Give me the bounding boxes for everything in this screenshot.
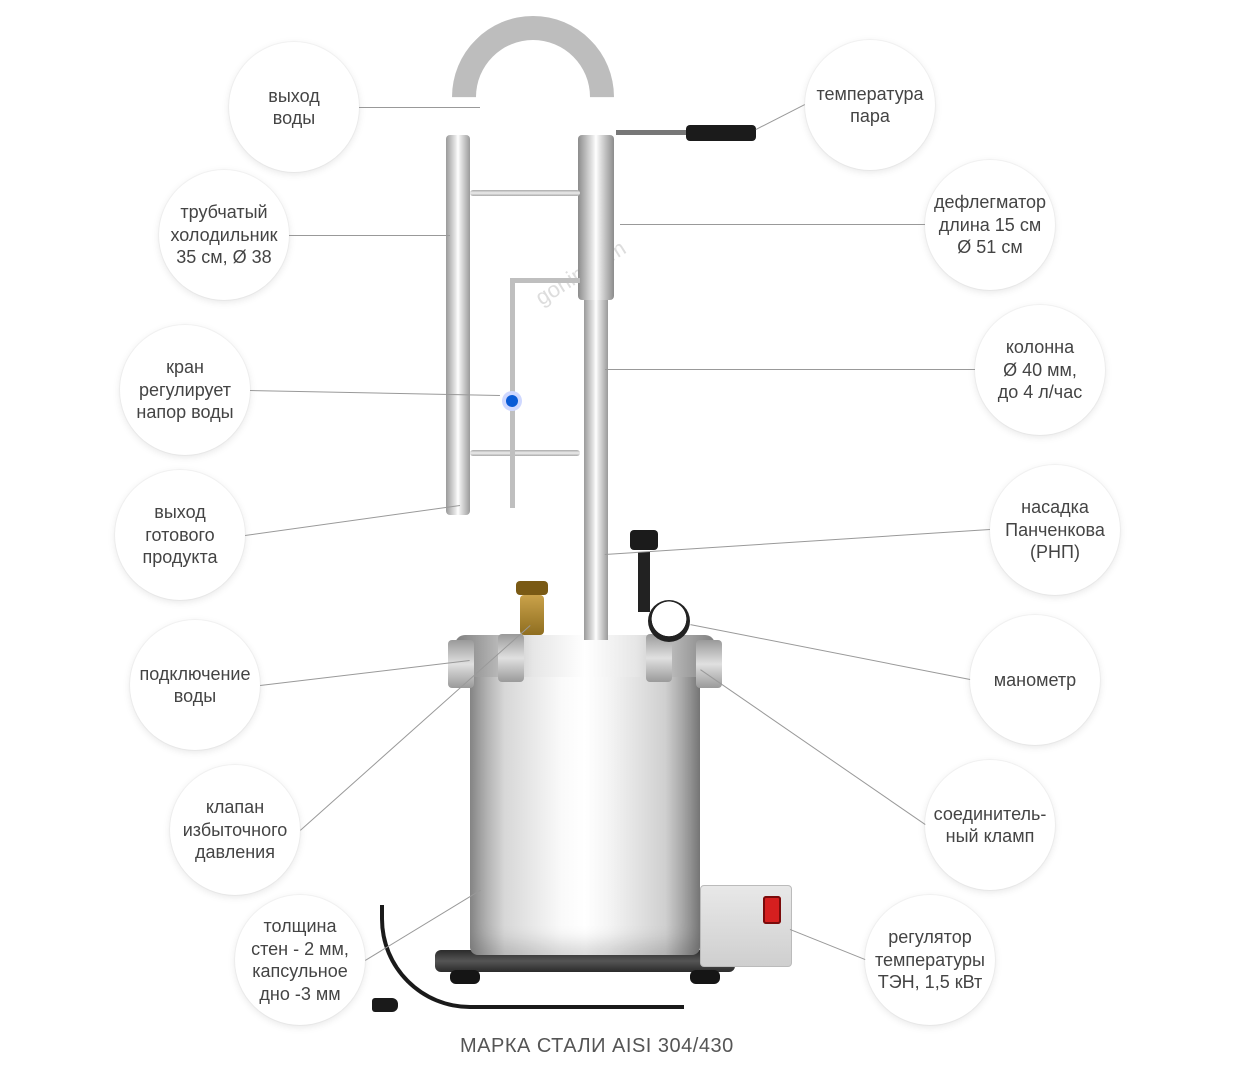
callout-water-out: выход воды bbox=[229, 42, 359, 172]
lid-clamp bbox=[448, 640, 474, 688]
callout-regulator: регулятор температуры ТЭН, 1,5 кВт bbox=[865, 895, 995, 1025]
power-switch-icon bbox=[763, 896, 781, 924]
cube-thermometer bbox=[638, 552, 650, 612]
column-pipe bbox=[584, 300, 608, 640]
leader-line bbox=[790, 929, 865, 960]
temperature-controller bbox=[700, 885, 792, 967]
leader-line bbox=[605, 369, 975, 370]
diagram-stage: gonimsem gonimsem bbox=[0, 0, 1252, 1080]
callout-product-out: выход готового продукта bbox=[115, 470, 245, 600]
tubular-cooler bbox=[446, 135, 470, 515]
leader-line bbox=[359, 107, 480, 108]
power-cable bbox=[380, 905, 684, 1009]
brace bbox=[470, 450, 580, 456]
outlet-pipe bbox=[510, 278, 515, 508]
power-plug-icon bbox=[372, 998, 398, 1012]
callout-tap: кран регулирует напор воды bbox=[120, 325, 250, 455]
leader-line bbox=[245, 505, 460, 536]
brace bbox=[470, 190, 580, 196]
leader-line bbox=[690, 624, 970, 680]
leader-line bbox=[756, 104, 805, 130]
pressure-gauge bbox=[648, 600, 690, 642]
leader-line bbox=[289, 235, 450, 236]
callout-tube-cooler: трубчатый холодильник 35 см, Ø 38 bbox=[159, 170, 289, 300]
leader-line bbox=[605, 529, 990, 555]
leader-line bbox=[700, 669, 926, 825]
callout-steam-temp: температура пара bbox=[805, 40, 935, 170]
callout-clamp: соединитель- ный кламп bbox=[925, 760, 1055, 890]
callout-column: колонна Ø 40 мм, до 4 л/час bbox=[975, 305, 1105, 435]
callout-manometer: манометр bbox=[970, 615, 1100, 745]
callout-panchenkov: насадка Панченкова (РНП) bbox=[990, 465, 1120, 595]
callout-wall-thick: толщина стен - 2 мм, капсульное дно -3 м… bbox=[235, 895, 365, 1025]
callout-over-valve: клапан избыточного давления bbox=[170, 765, 300, 895]
leader-line bbox=[260, 660, 470, 686]
foot bbox=[690, 970, 720, 984]
callout-water-in: подключение воды bbox=[130, 620, 260, 750]
steam-thermometer bbox=[686, 125, 756, 141]
leader-line bbox=[620, 224, 925, 225]
water-tap bbox=[506, 395, 518, 407]
outlet-pipe bbox=[510, 278, 580, 283]
steel-grade-caption: МАРКА СТАЛИ AISI 304/430 bbox=[460, 1035, 734, 1058]
callout-deflegmator: дефлегматор длина 15 см Ø 51 см bbox=[925, 160, 1055, 290]
